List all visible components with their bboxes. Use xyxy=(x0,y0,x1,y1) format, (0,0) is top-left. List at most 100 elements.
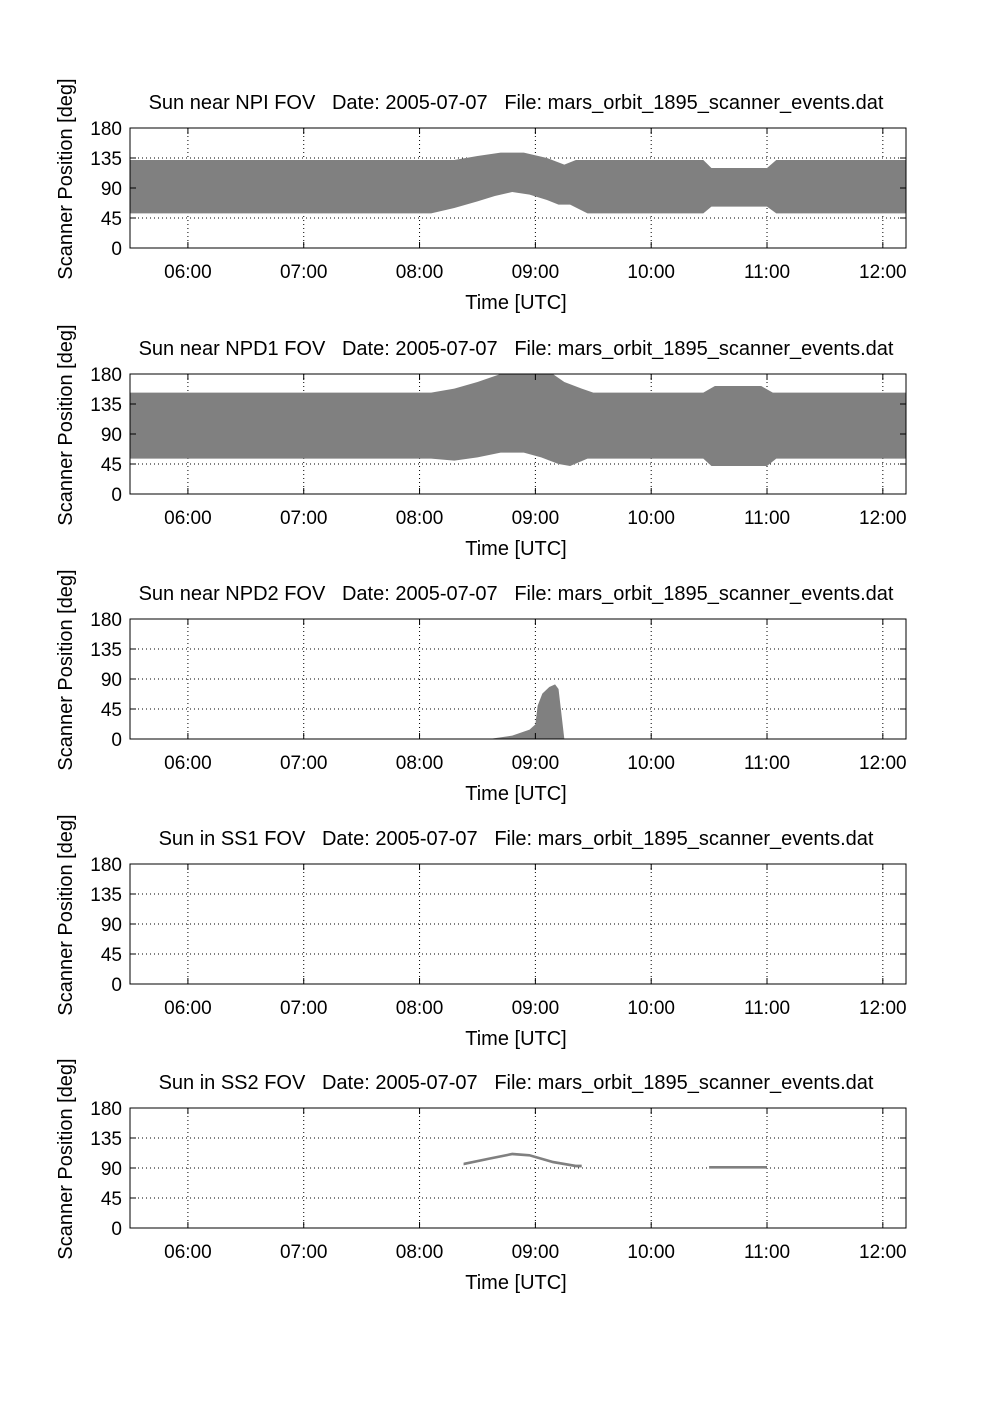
data-band-1 xyxy=(130,152,906,214)
data-band-1 xyxy=(489,684,565,739)
x-tick-label: 07:00 xyxy=(280,998,328,1019)
y-tick-label: 180 xyxy=(90,119,122,140)
y-tick-label: 45 xyxy=(101,209,122,230)
chart-panel-3: Sun near NPD2 FOV Date: 2005-07-07 File:… xyxy=(55,569,907,805)
chart-title: Sun in SS2 FOV Date: 2005-07-07 File: ma… xyxy=(159,1072,874,1094)
x-axis-label: Time [UTC] xyxy=(465,538,566,560)
y-tick-label: 45 xyxy=(101,945,122,966)
y-tick-label: 135 xyxy=(90,885,122,906)
y-tick-label: 90 xyxy=(101,425,122,446)
x-tick-label: 06:00 xyxy=(164,508,212,529)
x-tick-label: 06:00 xyxy=(164,998,212,1019)
chart-title-date: Date: 2005-07-07 xyxy=(305,828,477,850)
y-tick-label: 180 xyxy=(90,610,122,631)
x-tick-label: 12:00 xyxy=(859,262,907,283)
chart-title-date: Date: 2005-07-07 xyxy=(315,92,487,114)
x-tick-label: 10:00 xyxy=(627,998,675,1019)
x-axis-label: Time [UTC] xyxy=(465,1272,566,1294)
y-tick-label: 180 xyxy=(90,365,122,386)
x-tick-label: 12:00 xyxy=(859,1242,907,1263)
y-tick-label: 135 xyxy=(90,149,122,170)
x-tick-label: 08:00 xyxy=(396,998,444,1019)
y-tick-label: 135 xyxy=(90,395,122,416)
chart-panel-5: Sun in SS2 FOV Date: 2005-07-07 File: ma… xyxy=(55,1058,907,1294)
chart-title: Sun near NPD2 FOV Date: 2005-07-07 File:… xyxy=(139,583,894,605)
y-tick-label: 45 xyxy=(101,700,122,721)
y-tick-label: 45 xyxy=(101,455,122,476)
chart-title-name: Sun near NPI FOV xyxy=(149,92,316,114)
y-tick-label: 90 xyxy=(101,179,122,200)
y-tick-label: 90 xyxy=(101,1159,122,1180)
y-tick-label: 0 xyxy=(111,485,122,506)
y-axis-label: Scanner Position [deg] xyxy=(55,324,77,525)
y-tick-label: 0 xyxy=(111,975,122,996)
chart-title: Sun near NPD1 FOV Date: 2005-07-07 File:… xyxy=(139,338,894,360)
chart-title-file: File: mars_orbit_1895_scanner_events.dat xyxy=(488,92,884,114)
chart-title-name: Sun in SS2 FOV xyxy=(159,1072,306,1094)
y-axis-label: Scanner Position [deg] xyxy=(55,569,77,770)
y-tick-label: 135 xyxy=(90,640,122,661)
y-tick-label: 90 xyxy=(101,915,122,936)
chart-title-date: Date: 2005-07-07 xyxy=(325,338,497,360)
x-tick-label: 06:00 xyxy=(164,1242,212,1263)
x-tick-label: 10:00 xyxy=(627,753,675,774)
x-tick-label: 09:00 xyxy=(512,508,560,529)
data-band-1 xyxy=(463,1152,582,1168)
chart-panel-1: Sun near NPI FOV Date: 2005-07-07 File: … xyxy=(55,78,907,314)
x-tick-label: 09:00 xyxy=(512,1242,560,1263)
chart-title-file: File: mars_orbit_1895_scanner_events.dat xyxy=(478,1072,874,1094)
y-tick-label: 0 xyxy=(111,1219,122,1240)
y-tick-label: 90 xyxy=(101,670,122,691)
chart-panel-4: Sun in SS1 FOV Date: 2005-07-07 File: ma… xyxy=(55,814,907,1050)
x-tick-label: 06:00 xyxy=(164,753,212,774)
chart-title: Sun near NPI FOV Date: 2005-07-07 File: … xyxy=(149,92,884,114)
data-band-2 xyxy=(709,1166,768,1169)
y-axis-label: Scanner Position [deg] xyxy=(55,78,77,279)
x-axis-label: Time [UTC] xyxy=(465,1028,566,1050)
x-axis-label: Time [UTC] xyxy=(465,783,566,805)
chart-title-name: Sun near NPD1 FOV xyxy=(139,338,326,360)
x-tick-label: 06:00 xyxy=(164,262,212,283)
chart-panel-2: Sun near NPD1 FOV Date: 2005-07-07 File:… xyxy=(55,324,907,560)
chart-title-file: File: mars_orbit_1895_scanner_events.dat xyxy=(498,583,894,605)
chart-title-date: Date: 2005-07-07 xyxy=(305,1072,477,1094)
x-tick-label: 11:00 xyxy=(744,998,790,1019)
x-tick-label: 07:00 xyxy=(280,262,328,283)
x-tick-label: 12:00 xyxy=(859,998,907,1019)
x-tick-label: 08:00 xyxy=(396,508,444,529)
chart-title-file: File: mars_orbit_1895_scanner_events.dat xyxy=(478,828,874,850)
x-tick-label: 11:00 xyxy=(744,508,790,529)
x-tick-label: 11:00 xyxy=(744,262,790,283)
x-tick-label: 12:00 xyxy=(859,753,907,774)
y-tick-label: 180 xyxy=(90,1099,122,1120)
x-tick-label: 08:00 xyxy=(396,1242,444,1263)
y-tick-label: 180 xyxy=(90,855,122,876)
y-tick-label: 0 xyxy=(111,730,122,751)
data-band-1 xyxy=(130,374,906,466)
chart-title-name: Sun near NPD2 FOV xyxy=(139,583,326,605)
x-tick-label: 09:00 xyxy=(512,998,560,1019)
x-tick-label: 11:00 xyxy=(744,753,790,774)
chart-title-date: Date: 2005-07-07 xyxy=(325,583,497,605)
x-tick-label: 08:00 xyxy=(396,262,444,283)
y-tick-label: 45 xyxy=(101,1189,122,1210)
x-tick-label: 09:00 xyxy=(512,262,560,283)
x-tick-label: 12:00 xyxy=(859,508,907,529)
y-axis-label: Scanner Position [deg] xyxy=(55,814,77,1015)
x-tick-label: 11:00 xyxy=(744,1242,790,1263)
x-tick-label: 10:00 xyxy=(627,262,675,283)
x-tick-label: 08:00 xyxy=(396,753,444,774)
x-tick-label: 10:00 xyxy=(627,508,675,529)
y-tick-label: 0 xyxy=(111,239,122,260)
x-tick-label: 10:00 xyxy=(627,1242,675,1263)
y-tick-label: 135 xyxy=(90,1129,122,1150)
x-tick-label: 07:00 xyxy=(280,1242,328,1263)
x-axis-label: Time [UTC] xyxy=(465,292,566,314)
x-tick-label: 09:00 xyxy=(512,753,560,774)
chart-title: Sun in SS1 FOV Date: 2005-07-07 File: ma… xyxy=(159,828,874,850)
chart-title-name: Sun in SS1 FOV xyxy=(159,828,306,850)
chart-title-file: File: mars_orbit_1895_scanner_events.dat xyxy=(498,338,894,360)
x-tick-label: 07:00 xyxy=(280,508,328,529)
x-tick-label: 07:00 xyxy=(280,753,328,774)
